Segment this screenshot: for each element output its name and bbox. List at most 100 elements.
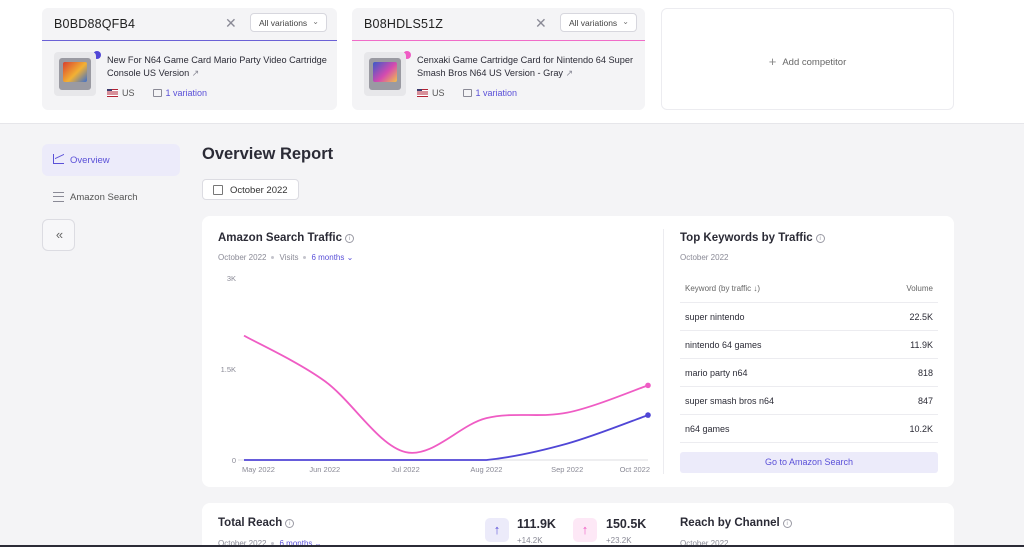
competitor-header: B0BD88QFB4 ✕ All variations ⌄ (42, 8, 337, 41)
keyword-row[interactable]: mario party n64 818 (680, 359, 938, 387)
product-meta: US 1 variation (107, 88, 207, 98)
go-to-amazon-search-button[interactable]: Go to Amazon Search (680, 452, 938, 473)
traffic-subline: October 2022 Visits 6 months ⌄ (218, 253, 353, 262)
keyword-volume: 847 (917, 396, 933, 406)
marketplace-label: US (432, 88, 445, 98)
keyword-volume: 11.9K (910, 340, 933, 350)
x-tick-label: May 2022 (242, 465, 275, 474)
series-line (244, 414, 649, 461)
info-icon[interactable]: i (782, 519, 792, 528)
variations-link[interactable]: 1 variation (475, 88, 518, 98)
product-title-link[interactable]: Cenxaki Game Cartridge Card for Nintendo… (417, 54, 642, 80)
keywords-table-header: Keyword (by traffic ↓) Volume (680, 278, 938, 303)
info-icon[interactable]: i (344, 234, 354, 243)
info-icon[interactable]: i (285, 519, 295, 528)
window-bottom-edge (0, 545, 1024, 547)
page-title: Overview Report (202, 145, 334, 163)
sidebar-item-label: Overview (70, 155, 110, 166)
product-title-link[interactable]: New For N64 Game Card Mario Party Video … (107, 54, 332, 80)
keywords-subline: October 2022 (680, 253, 728, 262)
y-tick-label: 1.5K (221, 365, 236, 374)
product-thumbnail (364, 52, 406, 96)
series-color-dot (93, 51, 101, 59)
volume-column-header: Volume (906, 284, 933, 293)
traffic-date: October 2022 (218, 253, 267, 262)
add-competitor-label: + Add competitor (662, 54, 953, 69)
x-tick-label: Aug 2022 (470, 465, 502, 474)
chevron-down-icon: ⌄ (622, 17, 629, 26)
plus-icon: + (768, 54, 777, 69)
variation-select-label: All variations (259, 18, 308, 28)
range-select[interactable]: 6 months ⌄ (311, 253, 354, 262)
product-meta: US 1 variation (417, 88, 517, 98)
close-icon[interactable]: ✕ (225, 15, 237, 31)
asin-label: B08HDLS51Z (364, 17, 444, 31)
date-picker-label: October 2022 (230, 185, 288, 196)
us-flag-icon (417, 89, 428, 97)
marketplace-label: US (122, 88, 135, 98)
sidebar-item-overview[interactable]: Overview (42, 144, 180, 176)
product-title: Cenxaki Game Cartridge Card for Nintendo… (417, 55, 634, 78)
reach-by-channel-text: Reach by Channel (680, 517, 780, 529)
chevron-down-icon: ⌄ (312, 17, 319, 26)
keyword-row[interactable]: super smash bros n64 847 (680, 387, 938, 415)
reach-delta: +23.2K (606, 536, 632, 545)
traffic-title-text: Amazon Search Traffic (218, 232, 342, 244)
reach-channel-subline: October 2022 (680, 539, 728, 547)
metric-select[interactable]: Visits (279, 253, 299, 262)
product-thumbnail (54, 52, 96, 96)
chart-line-icon (53, 154, 64, 164)
y-tick-label: 3K (227, 274, 236, 283)
separator-dot (271, 542, 275, 545)
add-competitor-text: Add competitor (782, 57, 847, 68)
keyword-volume: 22.5K (909, 312, 933, 322)
keyword-row[interactable]: n64 games 10.2K (680, 415, 938, 443)
variations-link[interactable]: 1 variation (165, 88, 208, 98)
reach-card: Total Reach i October 2022 6 months ⌄ ↑ 1… (202, 503, 954, 547)
divider (663, 229, 664, 474)
x-tick-label: Jul 2022 (391, 465, 419, 474)
separator-dot (271, 256, 275, 259)
reach-value: 150.5K (606, 517, 647, 531)
reach-value: 111.9K (517, 517, 556, 531)
reach-date: October 2022 (218, 539, 267, 547)
overview-card: Amazon Search Traffic i October 2022 Visi… (202, 216, 954, 487)
variation-select[interactable]: All variations ⌄ (560, 13, 637, 32)
range-select[interactable]: 6 months ⌄ (279, 539, 322, 547)
arrow-up-icon: ↑ (573, 518, 597, 542)
keyword-column-header[interactable]: Keyword (by traffic ↓) (685, 284, 760, 293)
traffic-title: Amazon Search Traffic i (218, 232, 354, 244)
keyword-row[interactable]: nintendo 64 games 11.9K (680, 331, 938, 359)
asin-label: B0BD88QFB4 (54, 17, 136, 31)
series-end-point (645, 382, 651, 389)
date-picker-button[interactable]: October 2022 (202, 179, 299, 200)
competitor-card: B08HDLS51Z ✕ All variations ⌄ Cenxaki Ga… (352, 8, 645, 110)
sidebar-item-amazon-search[interactable]: Amazon Search (42, 186, 180, 210)
list-icon (53, 192, 64, 202)
x-tick-label: Jun 2022 (309, 465, 340, 474)
keyword-row[interactable]: super nintendo 22.5K (680, 303, 938, 331)
double-chevron-left-icon: « (55, 227, 63, 242)
add-competitor-button[interactable]: + Add competitor (661, 8, 954, 110)
competitor-strip: B0BD88QFB4 ✕ All variations ⌄ New For N6… (0, 0, 1024, 124)
series-line (243, 334, 649, 454)
range-select-label: 6 months (311, 253, 345, 262)
variation-icon (152, 89, 162, 97)
sidebar-item-label: Amazon Search (70, 192, 138, 203)
keyword-volume: 818 (917, 368, 933, 378)
collapse-sidebar-button[interactable]: « (42, 219, 75, 251)
close-icon[interactable]: ✕ (535, 15, 547, 31)
variation-select[interactable]: All variations ⌄ (250, 13, 327, 32)
reach-subline: October 2022 6 months ⌄ (218, 539, 321, 547)
us-flag-icon (107, 89, 118, 97)
info-icon[interactable]: i (815, 234, 825, 243)
calendar-icon (213, 185, 223, 195)
reach-by-channel-title: Reach by Channel i (680, 517, 792, 529)
keyword-text: mario party n64 (685, 368, 748, 378)
keywords-title: Top Keywords by Traffic i (680, 232, 825, 244)
series-end-point (645, 412, 651, 418)
product-title: New For N64 Game Card Mario Party Video … (107, 55, 327, 78)
x-tick-label: Sep 2022 (551, 465, 583, 474)
separator-dot (303, 256, 307, 259)
reach-delta: +14.2K (517, 536, 543, 545)
